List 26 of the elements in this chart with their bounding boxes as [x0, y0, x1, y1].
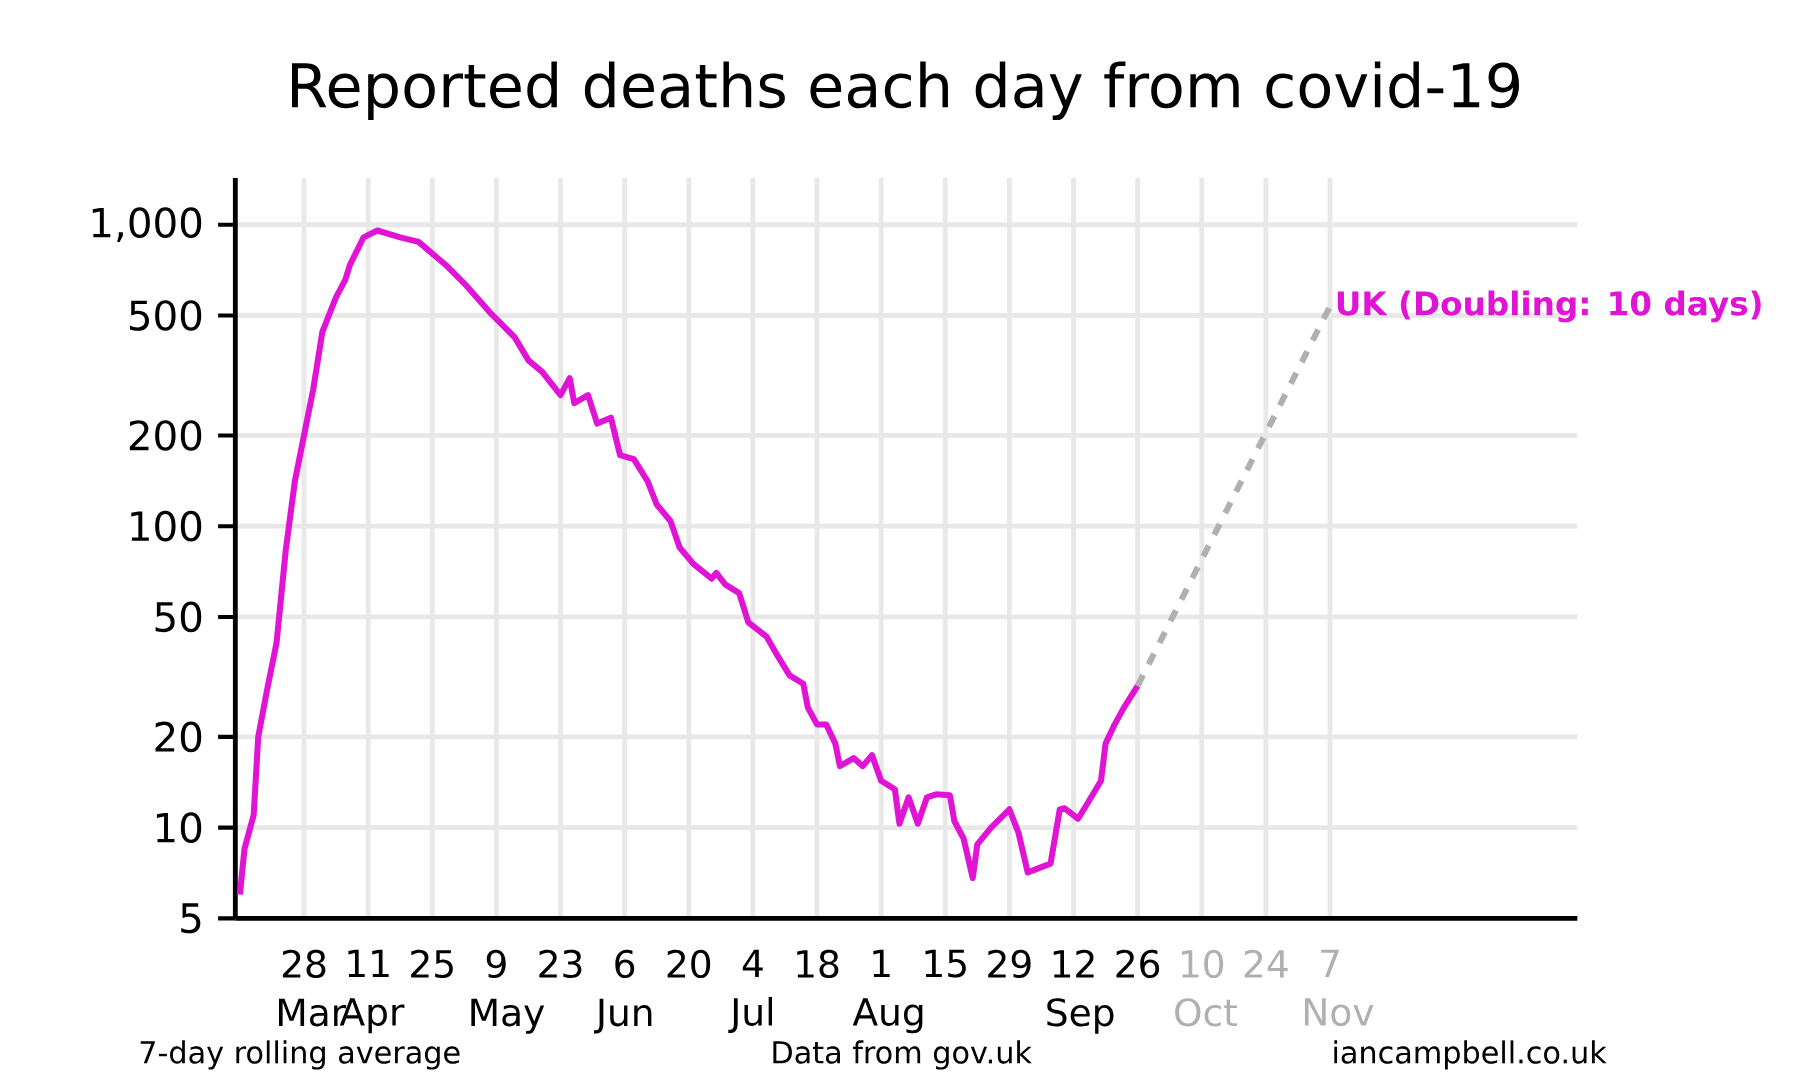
y-tick-label: 50 [155, 601, 202, 633]
y-tick-label: 20 [155, 721, 202, 753]
y-tick-label: 1,000 [92, 207, 202, 242]
x-tick-label: 24 [1244, 949, 1288, 978]
x-tick-label: 1 Aug [852, 949, 923, 1034]
y-tick-label: 500 [129, 300, 202, 331]
text: iancampbell.co.uk [1334, 1040, 1607, 1070]
y-tick-label: 10 [156, 812, 202, 843]
text: 7-day rolling average [140, 1040, 460, 1070]
y-tick-label: 200 [129, 420, 202, 451]
x-tick-label: 4 Jul [728, 949, 773, 1033]
x-tick-label: 26 [1116, 949, 1160, 978]
y-tick-label: 5 [181, 903, 201, 934]
text: UK (Doubling: 10 days) [1337, 290, 1761, 323]
x-tick-label: 10 Oct [1175, 949, 1238, 1027]
x-tick-label: 15 [925, 949, 966, 978]
x-tick-label: 18 [797, 949, 839, 978]
x-tick-label: 20 [667, 949, 711, 978]
x-tick-label: 12 Sep [1047, 949, 1114, 1034]
x-tick-label: 25 [411, 949, 453, 978]
y-tick-label: 100 [131, 510, 202, 542]
text: Data from gov.uk [773, 1040, 1032, 1070]
x-tick-label: 29 [988, 949, 1031, 978]
x-tick-label: 7 Nov [1304, 949, 1374, 1026]
x-tick-label: 6 Jun [593, 949, 652, 1034]
chart-title: Reported deaths each day from covid-19 [292, 61, 1519, 120]
